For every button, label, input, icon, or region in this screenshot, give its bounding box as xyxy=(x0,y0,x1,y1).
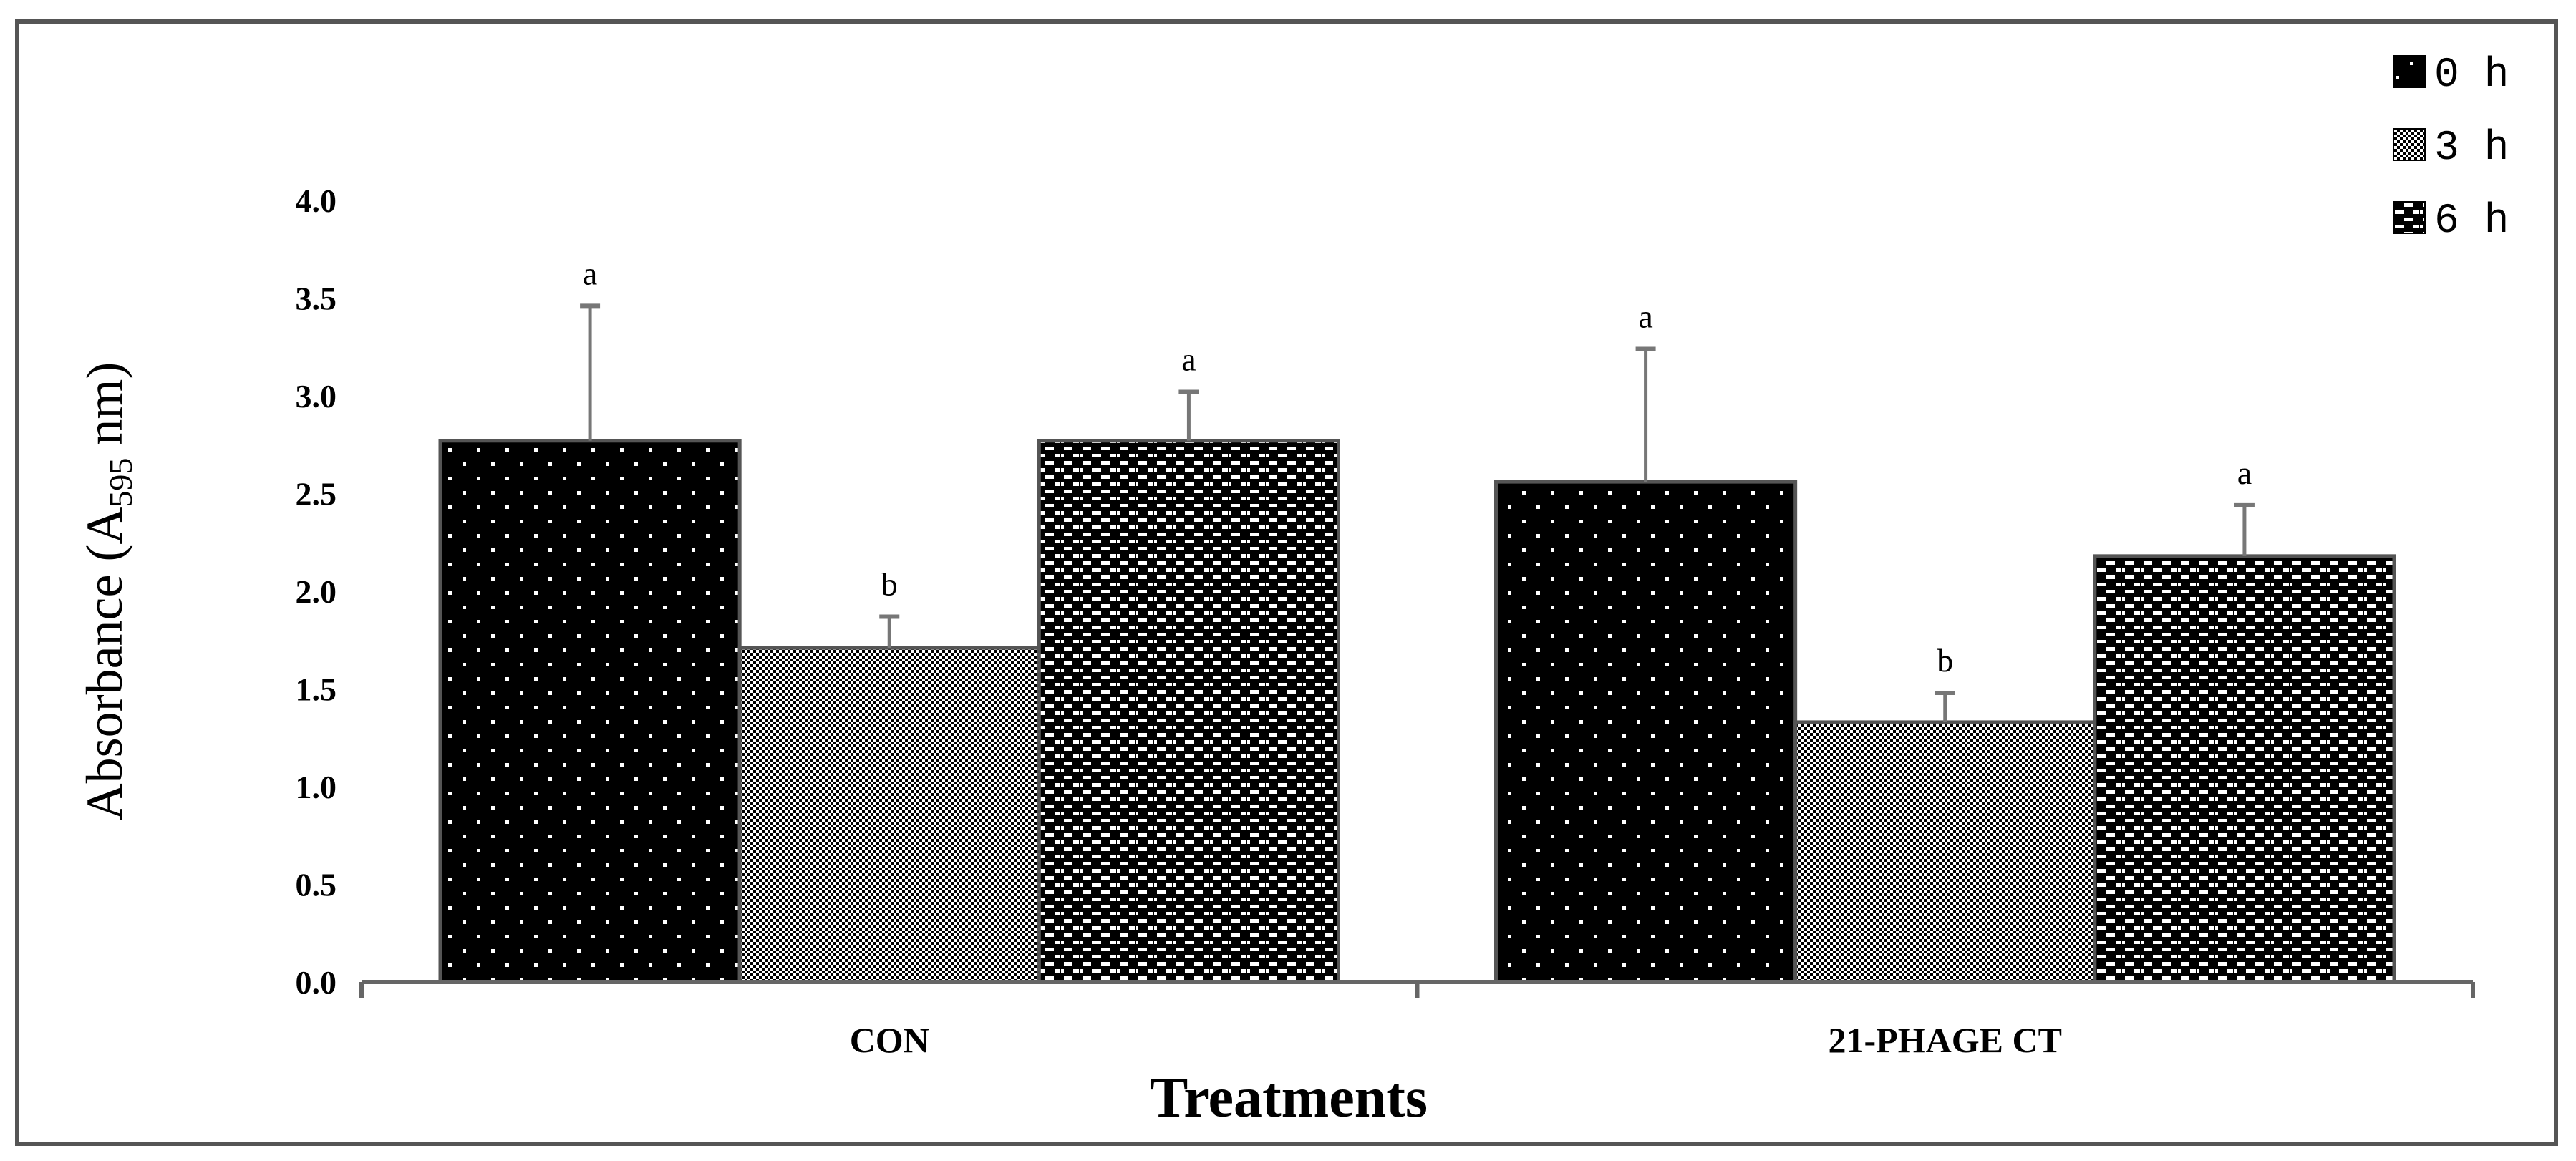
bar-3h-1 xyxy=(1793,720,2097,984)
bar-0h-0 xyxy=(438,439,742,984)
x-tick-label: 21-PHAGE CT xyxy=(1829,1020,2062,1060)
significance-label: b xyxy=(881,565,898,602)
y-tick-label: 3.0 xyxy=(296,378,337,414)
significance-label: a xyxy=(1181,341,1196,378)
legend-label: 3 h xyxy=(2434,125,2509,172)
y-tick-label: 3.5 xyxy=(296,281,337,317)
y-tick-label: 1.5 xyxy=(296,671,337,708)
y-tick-label: 0.0 xyxy=(296,964,337,1001)
bar-0h-1 xyxy=(1494,480,1798,984)
significance-label: a xyxy=(2237,455,2252,491)
x-axis-label: Treatments xyxy=(1150,1067,1428,1130)
y-tick-label: 1.0 xyxy=(296,769,337,805)
legend-label: 6 h xyxy=(2434,198,2509,245)
significance-label: b xyxy=(1937,642,1953,679)
y-tick-label: 2.5 xyxy=(296,476,337,513)
significance-label: a xyxy=(1638,298,1652,334)
bar-6h-1 xyxy=(2093,554,2396,984)
significance-label: a xyxy=(583,255,597,291)
y-axis-label: Absorbance (A595 nm) xyxy=(76,362,139,821)
y-tick-label: 4.0 xyxy=(296,183,337,219)
legend-swatch xyxy=(2393,201,2426,234)
y-tick-label: 2.0 xyxy=(296,573,337,610)
legend-swatch xyxy=(2393,55,2426,88)
legend: 0 h 3 h 6 h xyxy=(2393,52,2509,245)
bar-6h-0 xyxy=(1037,439,1341,984)
bar-3h-0 xyxy=(737,646,1041,984)
legend-label: 0 h xyxy=(2434,52,2509,99)
legend-swatch xyxy=(2393,128,2426,161)
x-tick-label: CON xyxy=(850,1020,929,1060)
y-tick-label: 0.5 xyxy=(296,867,337,903)
